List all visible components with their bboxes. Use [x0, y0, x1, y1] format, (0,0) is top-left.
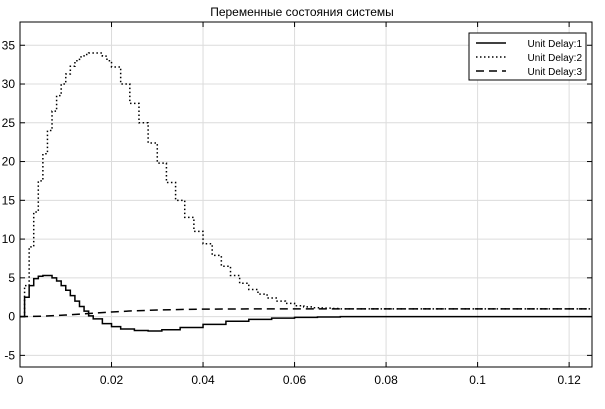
legend-label-3: Unit Delay:3	[528, 67, 583, 78]
series-group	[19, 52, 592, 332]
legend-label-1: Unit Delay:1	[528, 39, 583, 50]
y-tick-label: 25	[2, 116, 16, 130]
x-tick-label: 0.06	[283, 373, 307, 387]
legend-label-2: Unit Delay:2	[528, 53, 583, 64]
x-axis-ticks: 0 0.02 0.04 0.06 0.08 0.1 0.12	[17, 22, 581, 387]
x-tick-label: 0.02	[100, 373, 124, 387]
y-tick-label: 35	[2, 38, 16, 52]
series-line-2	[20, 52, 592, 318]
series-line-3	[19, 308, 592, 318]
y-tick-label: 20	[2, 155, 16, 169]
y-axis-ticks: -5 0 5 10 15 20 25 30 35	[2, 38, 592, 362]
series-line-1	[20, 274, 592, 332]
chart-title: Переменные состояния системы	[210, 5, 394, 19]
y-tick-label: 30	[2, 77, 16, 91]
y-tick-label: 10	[2, 232, 16, 246]
x-tick-label: 0.1	[469, 373, 486, 387]
legend: Unit Delay:1 Unit Delay:2 Unit Delay:3	[468, 32, 587, 81]
plot-frame	[19, 21, 593, 368]
y-tick-label: 5	[8, 271, 15, 285]
x-tick-label: 0.08	[374, 373, 398, 387]
x-tick-label: 0	[17, 373, 24, 387]
y-tick-label: 0	[8, 310, 15, 324]
y-tick-label: 15	[2, 193, 16, 207]
x-tick-label: 0.04	[191, 373, 215, 387]
x-tick-label: 0.12	[557, 373, 581, 387]
y-tick-label: -5	[4, 348, 15, 362]
